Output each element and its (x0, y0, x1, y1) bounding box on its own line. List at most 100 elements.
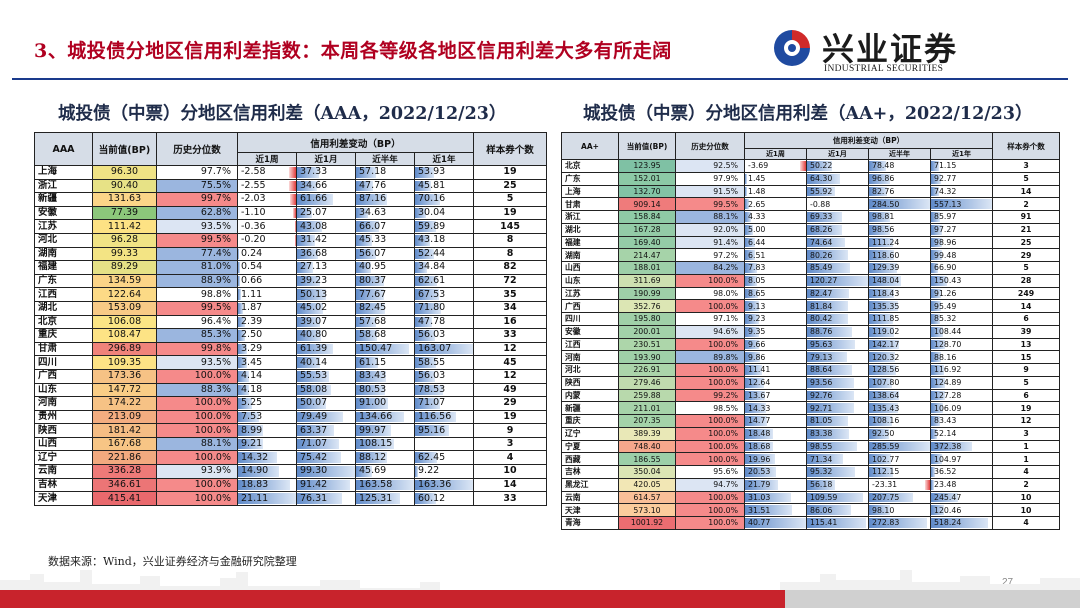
spread-change-value: 40.14 (300, 356, 328, 368)
region-cell: 吉林 (561, 465, 619, 479)
current-value-cell: 89.29 (92, 260, 157, 275)
current-value-cell: 106.08 (92, 314, 157, 330)
spread-change-value: 81.84 (810, 301, 833, 311)
spread-change-bar (745, 288, 758, 299)
spread-change-y1-cell: 74.32 (929, 184, 994, 199)
spread-change-m1-cell: 85.49 (806, 261, 869, 275)
spread-change-bar (745, 428, 773, 439)
sample-count-cell: 10 (473, 464, 548, 479)
spread-change-m1-cell: 80.26 (806, 248, 869, 262)
spread-change-y1-cell: 163.07 (413, 341, 475, 357)
aaplus-table-body: 北京 123.95 92.5% -3.69 50.22 78.48 71.15 3 广东 152.… (561, 159, 1061, 530)
percentile-cell: 93.5% (156, 355, 238, 370)
spread-change-value: 7.53 (241, 410, 263, 422)
spread-change-bar (869, 173, 890, 184)
spread-change-w1-cell: 9.35 (744, 324, 807, 339)
region-cell: 内蒙 (561, 388, 619, 403)
spread-change-bar (931, 173, 942, 184)
spread-change-value: 88.64 (810, 365, 833, 375)
spread-change-value: 31.51 (748, 505, 771, 515)
spread-change-m1-cell: 50.22 (806, 159, 869, 173)
region-cell: 浙江 (561, 210, 619, 224)
current-value-cell: 152.01 (618, 171, 676, 186)
spread-change-bar (415, 411, 457, 423)
spread-change-bar (745, 467, 776, 477)
spread-change-value: 135.43 (872, 403, 900, 413)
spread-change-value: 69.33 (810, 212, 833, 222)
spread-change-value: 95.63 (810, 339, 833, 349)
spread-change-m1-cell: 99.30 (296, 464, 356, 479)
col-1y: 近1年 (929, 148, 994, 160)
table-row: 甘肃 296.89 99.8% 3.29 61.39 150.47 163.07 12 (34, 341, 548, 357)
spread-change-value: 5.25 (241, 397, 263, 409)
spread-change-w1-cell: 14.77 (744, 414, 807, 428)
spread-change-bar (931, 505, 945, 515)
spread-change-y1-cell: 85.32 (929, 312, 994, 326)
spread-change-bar (297, 411, 344, 423)
percentile-cell: 93.9% (156, 464, 238, 479)
percentile-cell: 98.0% (675, 286, 745, 301)
spread-change-w1-cell: 6.51 (744, 248, 807, 262)
spread-change-h1-cell: 207.75 (868, 490, 931, 505)
spread-change-h1-cell: 80.37 (355, 273, 415, 289)
region-cell: 安徽 (34, 205, 93, 221)
spread-change-value: 52.44 (418, 247, 446, 259)
spread-change-value: 71.34 (810, 454, 833, 464)
sample-count-cell: 14 (473, 477, 548, 493)
spread-change-h1-cell: 150.47 (355, 341, 415, 357)
table-row: 北京 123.95 92.5% -3.69 50.22 78.48 71.15 3 (561, 159, 1061, 173)
table-row: 湖南 214.47 97.2% 6.51 80.26 118.60 99.48 29 (561, 248, 1061, 262)
sample-count-cell: 21 (992, 222, 1061, 237)
spread-change-value: 97.27 (934, 225, 957, 235)
col-rating: AA+ (561, 132, 619, 160)
percentile-cell: 88.1% (156, 436, 238, 452)
table-row: 山西 188.01 84.2% 7.83 85.49 129.39 66.90 5 (561, 261, 1061, 275)
spread-change-value: -2.55 (241, 179, 266, 191)
table-row: 内蒙 259.88 99.2% 13.67 92.76 138.64 127.28 6 (561, 388, 1061, 403)
spread-change-y1-cell: 34.84 (413, 260, 475, 275)
spread-change-h1-cell: 83.43 (355, 368, 415, 384)
spread-change-value: 9.21 (241, 438, 263, 450)
sample-count-cell: 4 (992, 465, 1061, 479)
sample-count-cell: 12 (473, 368, 548, 384)
spread-change-value: 81.05 (810, 416, 833, 426)
spread-change-w1-cell: 5.00 (744, 222, 807, 237)
table-row: 新疆 131.63 99.7% -2.03 61.66 87.16 70.16 5 (34, 192, 548, 207)
spread-change-h1-cell: 78.48 (868, 159, 931, 173)
spread-change-bar (745, 301, 759, 311)
spread-change-w1-cell: 5.25 (237, 396, 297, 411)
spread-change-bar (415, 248, 434, 260)
spread-change-value: 2.65 (748, 199, 766, 209)
spread-change-m1-cell: 76.31 (296, 491, 356, 506)
percentile-cell: 89.8% (675, 350, 745, 364)
current-value-cell: 420.05 (618, 477, 676, 492)
spread-change-bar (297, 234, 316, 246)
spread-change-value: 78.48 (872, 161, 895, 171)
spread-change-y1-cell: 62.45 (413, 450, 475, 466)
spread-change-value: 120.27 (810, 276, 838, 286)
spread-change-bar (869, 326, 895, 337)
spread-change-h1-cell: 134.66 (355, 409, 415, 425)
spread-change-value: 82.45 (359, 302, 387, 314)
spread-change-h1-cell: 125.31 (355, 491, 415, 506)
spread-change-value: 39.07 (300, 315, 328, 327)
region-cell: 天津 (561, 503, 619, 517)
sample-count-cell: 249 (992, 286, 1061, 301)
spread-change-value: 3.29 (241, 343, 263, 355)
col-sample-count: 样本券个数 (992, 132, 1061, 160)
spread-change-value: -23.31 (872, 480, 898, 490)
table-row: 青海 1001.92 100.0% 40.77 115.41 272.83 518.24 4 (561, 516, 1061, 530)
sample-count-cell: 4 (473, 450, 548, 466)
percentile-cell: 91.5% (675, 184, 745, 199)
spread-change-value: 31.03 (748, 492, 771, 502)
spread-change-w1-cell: 18.83 (237, 477, 297, 493)
col-rating: AAA (34, 132, 93, 166)
spread-change-bar (745, 224, 753, 235)
spread-change-bar (807, 467, 856, 477)
spread-change-bar (869, 377, 892, 388)
current-value-cell: 336.28 (92, 464, 157, 479)
region-cell: 辽宁 (561, 426, 619, 441)
spread-change-w1-cell: 1.48 (744, 184, 807, 199)
spread-change-w1-cell: -0.20 (237, 232, 297, 248)
spread-change-bar (415, 180, 432, 192)
